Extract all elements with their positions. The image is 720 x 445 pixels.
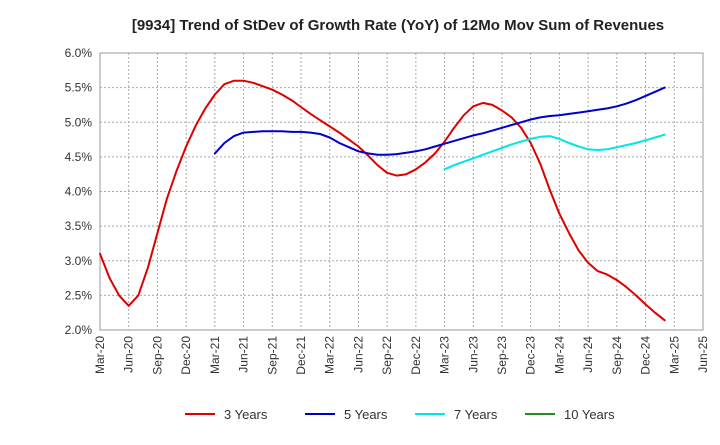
y-tick-label: 4.5% bbox=[65, 150, 93, 164]
x-tick-label: Jun-21 bbox=[237, 336, 251, 373]
legend: 3 Years 5 Years 7 Years 10 Years bbox=[185, 407, 615, 422]
x-tick-label: Mar-25 bbox=[667, 336, 681, 374]
y-axis: 2.0% 2.5% 3.0% 3.5% 4.0% 4.5% 5.0% 5.5% 6.0% bbox=[65, 46, 93, 337]
legend-item-3-years: 3 Years bbox=[185, 407, 268, 422]
y-tick-label: 6.0% bbox=[65, 46, 93, 60]
x-tick-label: Sep-24 bbox=[610, 336, 624, 375]
x-tick-label: Jun-24 bbox=[581, 336, 595, 373]
x-tick-label: Mar-22 bbox=[323, 336, 337, 374]
x-tick-label: Mar-23 bbox=[438, 336, 452, 374]
x-tick-label: Mar-20 bbox=[93, 336, 107, 374]
x-tick-label: Sep-22 bbox=[380, 336, 394, 375]
legend-label: 10 Years bbox=[564, 407, 615, 422]
x-tick-label: Dec-20 bbox=[179, 336, 193, 375]
series-lines bbox=[99, 79, 666, 322]
x-tick-label: Jun-20 bbox=[122, 336, 136, 373]
x-axis: Mar-20 Jun-20 Sep-20 Dec-20 Mar-21 Jun-21 Sep-… bbox=[93, 336, 710, 375]
y-tick-label: 4.0% bbox=[65, 185, 93, 199]
plot-frame bbox=[99, 52, 704, 331]
x-tick-label: Dec-22 bbox=[409, 336, 423, 375]
x-tick-label: Jun-25 bbox=[696, 336, 710, 373]
x-tick-label: Dec-23 bbox=[524, 336, 538, 375]
x-tick-label: Dec-21 bbox=[294, 336, 308, 375]
x-tick-label: Jun-22 bbox=[351, 336, 365, 373]
x-tick-label: Sep-20 bbox=[150, 336, 164, 375]
y-tick-label: 3.5% bbox=[65, 219, 93, 233]
x-tick-label: Mar-21 bbox=[208, 336, 222, 374]
y-tick-label: 5.0% bbox=[65, 115, 93, 129]
series-line-7-years bbox=[443, 133, 666, 171]
x-tick-label: Sep-23 bbox=[495, 336, 509, 375]
grid bbox=[99, 52, 704, 331]
legend-item-10-years: 10 Years bbox=[525, 407, 615, 422]
x-tick-label: Sep-21 bbox=[265, 336, 279, 375]
x-tick-label: Jun-23 bbox=[466, 336, 480, 373]
y-tick-label: 5.5% bbox=[65, 81, 93, 95]
y-tick-label: 2.0% bbox=[65, 323, 93, 337]
y-tick-label: 2.5% bbox=[65, 288, 93, 302]
legend-label: 7 Years bbox=[454, 407, 498, 422]
chart-title: [9934] Trend of StDev of Growth Rate (Yo… bbox=[132, 17, 664, 34]
legend-item-5-years: 5 Years bbox=[305, 407, 388, 422]
legend-label: 3 Years bbox=[224, 407, 268, 422]
legend-item-7-years: 7 Years bbox=[415, 407, 498, 422]
x-tick-label: Mar-24 bbox=[552, 336, 566, 374]
series-line-3-years bbox=[99, 79, 666, 322]
x-tick-label: Dec-24 bbox=[639, 336, 653, 375]
y-tick-label: 3.0% bbox=[65, 254, 93, 268]
series-line-5-years bbox=[213, 86, 666, 156]
legend-label: 5 Years bbox=[344, 407, 388, 422]
